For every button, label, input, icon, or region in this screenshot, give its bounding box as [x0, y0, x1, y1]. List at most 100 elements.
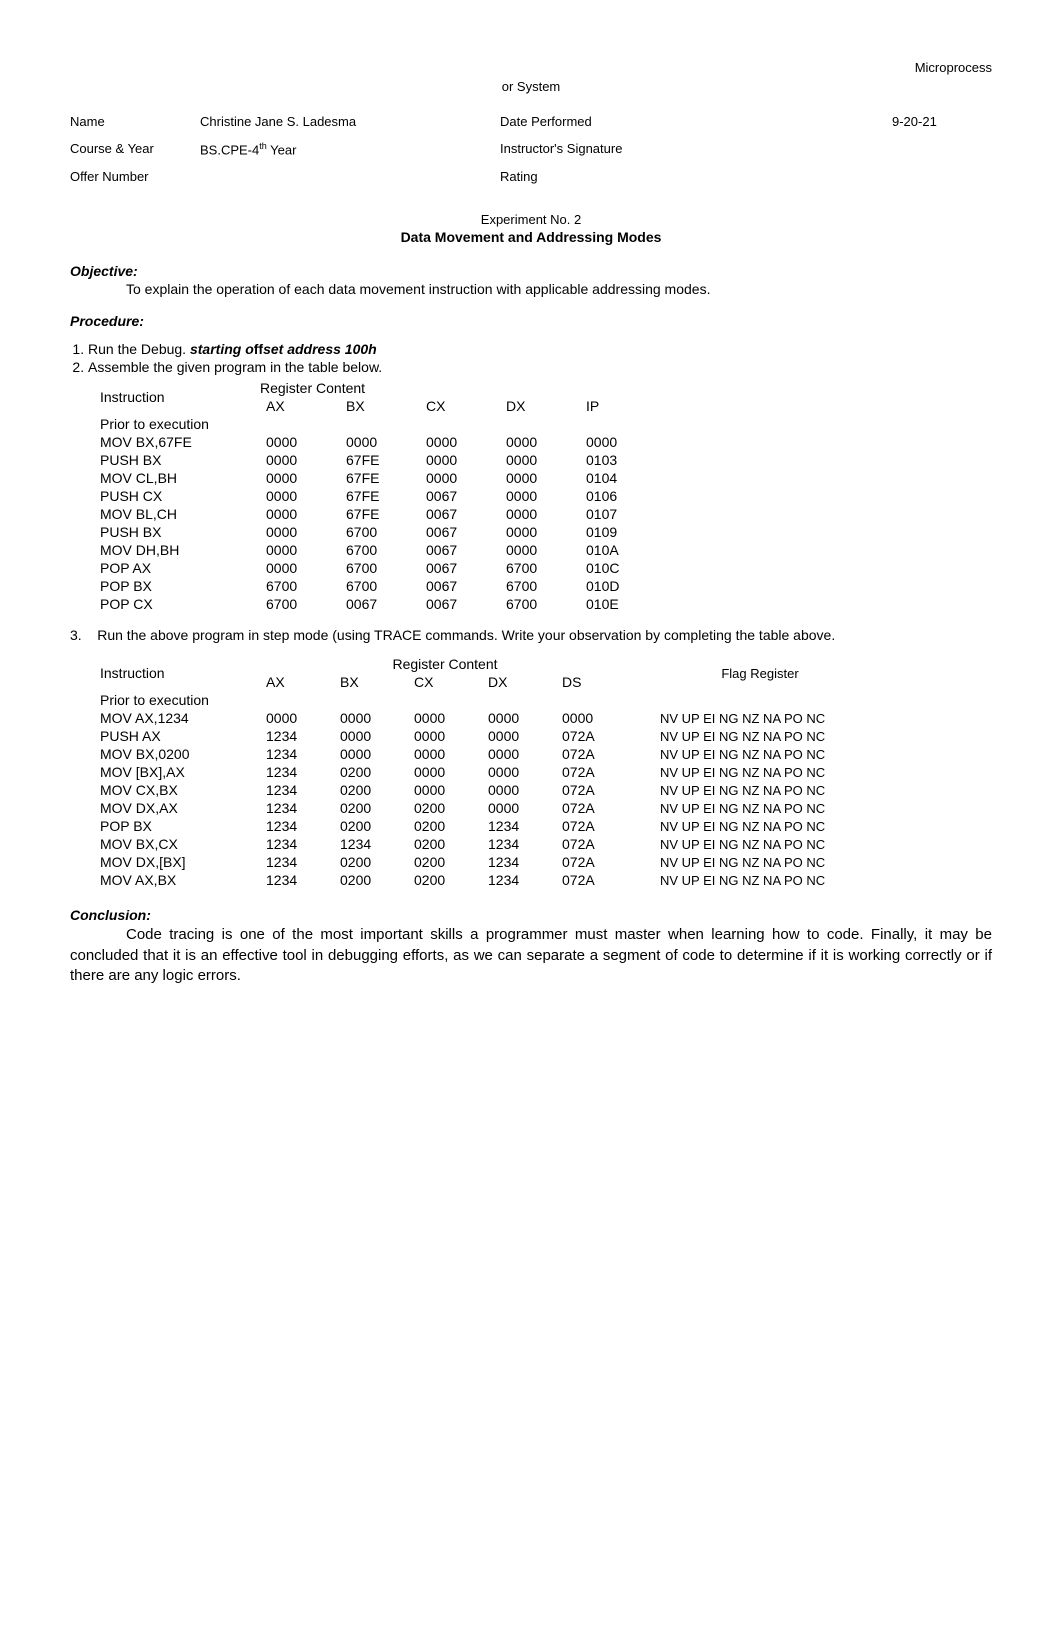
- reg-cell: 0000: [260, 451, 340, 469]
- table-row: MOV DX,[BX]1234020002001234072ANV UP EI …: [100, 853, 860, 871]
- reg-cell: 0106: [580, 487, 660, 505]
- reg-cell: 0109: [580, 523, 660, 541]
- reg-cell: 1234: [482, 853, 556, 871]
- flag-cell: NV UP EI NG NZ NA PO NC: [630, 835, 860, 853]
- reg-cell: 0000: [556, 709, 630, 727]
- reg-cell: 1234: [482, 835, 556, 853]
- instr-cell: MOV DH,BH: [100, 541, 260, 559]
- reg-cell: 0000: [260, 709, 334, 727]
- reg-cell: 0000: [260, 433, 340, 451]
- table-row: MOV AX,BX1234020002001234072ANV UP EI NG…: [100, 871, 860, 889]
- reg-cell: 6700: [500, 559, 580, 577]
- reg-cell: 072A: [556, 853, 630, 871]
- t2-instr-hdr: Instruction: [100, 655, 260, 691]
- reg-cell: 0067: [420, 577, 500, 595]
- table-row: POP AX0000670000676700010C: [100, 559, 660, 577]
- experiment-title: Data Movement and Addressing Modes: [70, 229, 992, 245]
- reg-cell: 0000: [420, 433, 500, 451]
- reg-cell: 0000: [482, 781, 556, 799]
- offer-label: Offer Number: [70, 169, 200, 184]
- course-tail: Year: [267, 142, 297, 157]
- flag-cell: NV UP EI NG NZ NA PO NC: [630, 727, 860, 745]
- reg-cell: 6700: [260, 577, 340, 595]
- reg-cell: 010E: [580, 595, 660, 613]
- reg-cell: 010C: [580, 559, 660, 577]
- reg-cell: 0200: [334, 817, 408, 835]
- table-row: MOV DX,AX1234020002000000072ANV UP EI NG…: [100, 799, 860, 817]
- reg-cell: 0000: [500, 505, 580, 523]
- reg-cell: 0000: [482, 709, 556, 727]
- instr-cell: MOV BL,CH: [100, 505, 260, 523]
- reg-cell: 0067: [420, 523, 500, 541]
- reg-cell: 0000: [260, 559, 340, 577]
- flag-cell: NV UP EI NG NZ NA PO NC: [630, 817, 860, 835]
- instr-cell: MOV AX,1234: [100, 709, 260, 727]
- reg-cell: 0000: [580, 433, 660, 451]
- table-row: PUSH BX00006700006700000109: [100, 523, 660, 541]
- instr-cell: POP CX: [100, 595, 260, 613]
- procedure-head: Procedure:: [70, 313, 992, 329]
- reg-cell: 0000: [340, 433, 420, 451]
- reg-cell: 0200: [408, 799, 482, 817]
- t2-col-bx: BX: [334, 673, 408, 691]
- reg-cell: 0067: [420, 541, 500, 559]
- procedure-step-3: 3. Run the above program in step mode (u…: [70, 627, 992, 643]
- reg-cell: 1234: [260, 745, 334, 763]
- rating-label: Rating: [500, 169, 892, 184]
- table-row: MOV CX,BX1234020000000000072ANV UP EI NG…: [100, 781, 860, 799]
- reg-cell: 072A: [556, 871, 630, 889]
- t1-col-bx: BX: [340, 397, 420, 415]
- reg-cell: 0067: [420, 487, 500, 505]
- t2-col-ds: DS: [556, 673, 630, 691]
- reg-cell: 67FE: [340, 451, 420, 469]
- reg-cell: 0000: [500, 469, 580, 487]
- instr-cell: MOV BX,67FE: [100, 433, 260, 451]
- reg-cell: 0200: [408, 871, 482, 889]
- date-value: 9-20-21: [892, 114, 992, 129]
- t1-instr-hdr: Instruction: [100, 379, 260, 415]
- table-row: MOV DH,BH0000670000670000010A: [100, 541, 660, 559]
- reg-cell: 0000: [408, 745, 482, 763]
- instr-cell: MOV [BX],AX: [100, 763, 260, 781]
- reg-cell: 0000: [260, 505, 340, 523]
- reg-cell: 6700: [340, 577, 420, 595]
- step1-a: Run the Debug.: [88, 341, 190, 357]
- reg-cell: 0200: [334, 763, 408, 781]
- t2-prior: Prior to execution: [100, 691, 860, 709]
- reg-cell: 1234: [482, 871, 556, 889]
- reg-cell: 0000: [260, 523, 340, 541]
- table-row: PUSH BX000067FE000000000103: [100, 451, 660, 469]
- reg-cell: 072A: [556, 727, 630, 745]
- date-label: Date Performed: [500, 114, 892, 129]
- instr-cell: MOV DX,AX: [100, 799, 260, 817]
- t1-prior: Prior to execution: [100, 415, 660, 433]
- reg-cell: 0000: [420, 451, 500, 469]
- reg-cell: 6700: [260, 595, 340, 613]
- flag-cell: NV UP EI NG NZ NA PO NC: [630, 853, 860, 871]
- reg-cell: 0000: [500, 433, 580, 451]
- reg-cell: 0104: [580, 469, 660, 487]
- procedure-list: Run the Debug. starting offset address 1…: [88, 341, 992, 375]
- header-top: Microprocess: [70, 60, 992, 75]
- table-row: PUSH CX000067FE006700000106: [100, 487, 660, 505]
- reg-cell: 1234: [482, 817, 556, 835]
- reg-cell: 0200: [334, 799, 408, 817]
- header-sub: or System: [70, 79, 992, 94]
- reg-cell: 0000: [260, 469, 340, 487]
- table-row: MOV [BX],AX1234020000000000072ANV UP EI …: [100, 763, 860, 781]
- reg-cell: 6700: [340, 559, 420, 577]
- register-table-2: Instruction Register Content Flag Regist…: [100, 655, 860, 889]
- instr-cell: POP AX: [100, 559, 260, 577]
- reg-cell: 0200: [408, 817, 482, 835]
- table-row: MOV BX,67FE00000000000000000000: [100, 433, 660, 451]
- instr-cell: POP BX: [100, 817, 260, 835]
- table-row: PUSH AX1234000000000000072ANV UP EI NG N…: [100, 727, 860, 745]
- reg-cell: 0000: [482, 745, 556, 763]
- reg-cell: 0200: [334, 781, 408, 799]
- flag-cell: NV UP EI NG NZ NA PO NC: [630, 781, 860, 799]
- t1-col-cx: CX: [420, 397, 500, 415]
- table-row: POP CX6700006700676700010E: [100, 595, 660, 613]
- reg-cell: 072A: [556, 799, 630, 817]
- reg-cell: 1234: [260, 727, 334, 745]
- reg-cell: 0067: [420, 505, 500, 523]
